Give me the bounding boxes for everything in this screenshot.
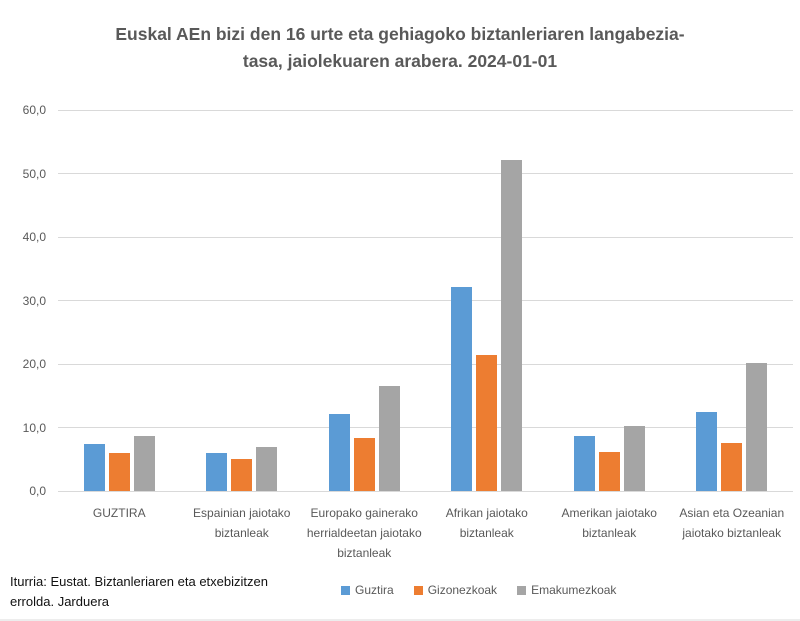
legend-item-emakumezkoak: Emakumezkoak xyxy=(517,583,616,597)
bar-gizonezkoak xyxy=(476,355,498,491)
bar-group-4 xyxy=(426,110,549,491)
gridline-40 xyxy=(58,236,793,238)
bar-emakumezkoak xyxy=(501,159,523,491)
bar-emakumezkoak xyxy=(623,425,645,491)
legend-label: Emakumezkoak xyxy=(531,583,617,597)
x-axis-label: Afrikan jaiotako biztanleak xyxy=(445,506,528,540)
bar-emakumezkoak xyxy=(256,447,278,491)
bar-group-6 xyxy=(671,110,794,491)
gridline-50 xyxy=(58,173,793,174)
chart-title: Euskal AEn bizi den 16 urte eta gehiagok… xyxy=(0,21,800,75)
chart-title-line2: tasa, jaiolekuaren arabera. 2024-01-01 xyxy=(242,51,558,71)
bar-emakumezkoak xyxy=(746,363,768,491)
bar-emakumezkoak xyxy=(378,386,400,491)
legend-label: Gizonezkoak xyxy=(427,583,498,597)
y-tick-label: 40,0 xyxy=(22,230,46,244)
gridline-30 xyxy=(58,300,793,301)
bar-guztira xyxy=(696,412,718,491)
gridline-60 xyxy=(58,109,793,111)
legend-label: Guztira xyxy=(355,583,394,597)
x-axis-label: Amerikan jaiotako biztanleak xyxy=(561,506,657,540)
x-axis-label: Europako gainerako herrialdeetan jaiotak… xyxy=(306,506,422,560)
bar-gizonezkoak xyxy=(231,459,253,491)
y-tick-label: 50,0 xyxy=(22,166,46,181)
y-tick-label: 30,0 xyxy=(22,293,46,308)
legend-swatch-icon xyxy=(517,585,527,595)
x-axis-label: GUZTIRA xyxy=(92,506,146,520)
bar-group-2 xyxy=(181,110,304,491)
source-note: Iturria: Eustat. Biztanleriaren eta etxe… xyxy=(10,574,268,609)
y-tick-label: 60,0 xyxy=(22,103,46,117)
bar-guztira xyxy=(206,452,228,491)
bar-guztira xyxy=(83,444,105,491)
legend-swatch-icon xyxy=(341,585,350,595)
legend-item-gizonezkoak: Gizonezkoak xyxy=(413,583,498,597)
y-tick-label: 20,0 xyxy=(22,357,46,371)
gridline-10 xyxy=(58,427,793,428)
bar-gizonezkoak xyxy=(108,452,130,491)
bar-gizonezkoak xyxy=(721,442,743,491)
bar-group-1 xyxy=(58,110,181,491)
legend-swatch-icon xyxy=(413,585,423,595)
bar-guztira xyxy=(451,286,473,491)
bar-group-3 xyxy=(303,110,426,491)
legend: Guztira Gizonezkoak Emakumezkoak xyxy=(341,583,616,597)
bar-gizonezkoak xyxy=(353,438,375,491)
y-tick-label: 0,0 xyxy=(29,484,46,498)
gridline-20 xyxy=(58,363,793,365)
bar-guztira xyxy=(328,414,350,491)
x-axis-label: Asian eta Ozeanian jaiotako biztanleak xyxy=(679,506,785,540)
bar-guztira xyxy=(573,436,595,491)
y-tick-label: 10,0 xyxy=(22,420,46,435)
plot-area xyxy=(58,109,794,492)
bar-gizonezkoak xyxy=(598,452,620,491)
legend-item-guztira: Guztira xyxy=(341,583,394,597)
bar-group-5 xyxy=(548,110,671,491)
gridline-0 xyxy=(58,490,793,492)
chart-title-line1: Euskal AEn bizi den 16 urte eta gehiagok… xyxy=(115,24,685,44)
x-axis-label: Espainian jaiotako biztanleak xyxy=(193,506,291,540)
bar-emakumezkoak xyxy=(133,435,155,491)
